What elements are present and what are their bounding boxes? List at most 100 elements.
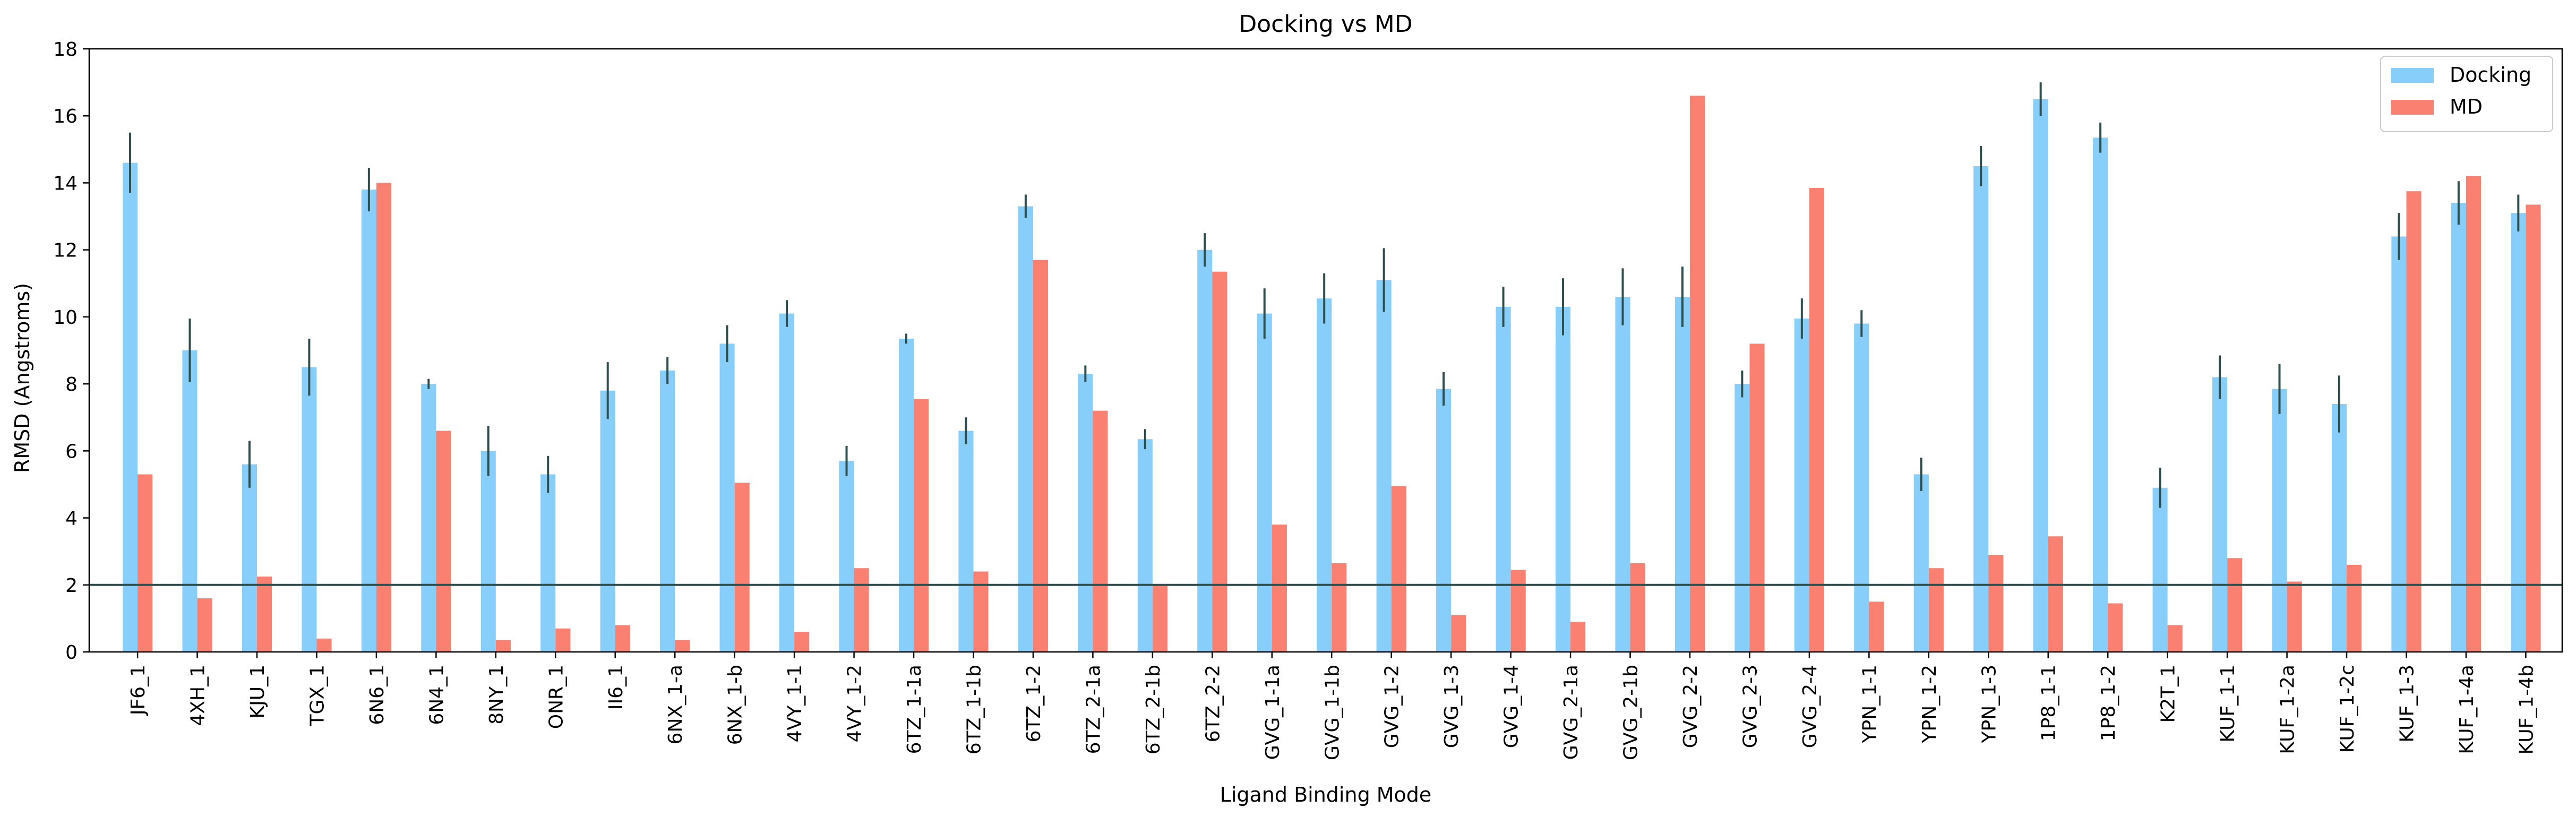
x-axis-label: Ligand Binding Mode xyxy=(1220,783,1432,806)
x-tick-label-4VY_1-1: 4VY_1-1 xyxy=(784,665,806,742)
md-bar-KUF_1-4b xyxy=(2526,204,2541,652)
docking-bar-6TZ_2-1b xyxy=(1137,439,1153,652)
y-tick-label: 2 xyxy=(65,575,78,597)
docking-bar-6N4_1 xyxy=(421,384,436,652)
x-tick-label-GVG_1-2: GVG_1-2 xyxy=(1381,665,1403,748)
md-bar-GVG_2-1b xyxy=(1630,563,1645,652)
x-tick-label-6NX_1-b: 6NX_1-b xyxy=(725,665,746,745)
docking-bar-1P8_1-2 xyxy=(2093,138,2108,652)
docking-bar-KUF_1-4a xyxy=(2451,203,2466,652)
md-bar-K2T_1 xyxy=(2167,625,2183,652)
md-bar-GVG_1-2 xyxy=(1391,486,1406,652)
x-tick-label-8NY_1: 8NY_1 xyxy=(486,665,508,725)
md-bar-1P8_1-1 xyxy=(2048,536,2063,652)
md-bar-6TZ_2-1b xyxy=(1152,585,1167,652)
md-bar-GVG_2-3 xyxy=(1749,343,1765,652)
x-tick-label-YPN_1-2: YPN_1-2 xyxy=(1919,665,1940,743)
md-bar-6TZ_1-1a xyxy=(914,399,929,652)
md-bar-6TZ_1-2 xyxy=(1033,260,1049,652)
x-tick-label-KUF_1-4a: KUF_1-4a xyxy=(2456,665,2478,754)
x-tick-label-4XH_1: 4XH_1 xyxy=(187,665,209,726)
x-tick-label-K2T_1: K2T_1 xyxy=(2158,665,2179,723)
md-bar-6TZ_2-1a xyxy=(1093,410,1108,652)
md-bar-6TZ_2-2 xyxy=(1212,271,1227,652)
legend-label-md: MD xyxy=(2450,95,2483,118)
docking-bar-4XH_1 xyxy=(182,350,198,652)
x-tick-label-GVG_1-1b: GVG_1-1b xyxy=(1321,665,1343,760)
y-tick-label: 8 xyxy=(65,374,78,396)
x-tick-label-YPN_1-1: YPN_1-1 xyxy=(1859,665,1881,743)
docking-bar-KUF_1-4b xyxy=(2511,213,2526,652)
x-tick-label-6N6_1: 6N6_1 xyxy=(366,665,388,725)
y-tick-label: 0 xyxy=(65,642,78,664)
docking-bar-II6_1 xyxy=(600,390,615,652)
docking-bar-GVG_2-3 xyxy=(1734,384,1750,652)
md-bar-KUF_1-1 xyxy=(2227,558,2243,652)
x-tick-label-JF6_1: JF6_1 xyxy=(127,665,149,716)
docking-bar-GVG_2-1b xyxy=(1615,297,1630,652)
docking-bar-8NY_1 xyxy=(480,451,496,652)
x-tick-label-GVG_2-1b: GVG_2-1b xyxy=(1620,665,1642,760)
x-tick-label-TGX_1: TGX_1 xyxy=(306,665,328,726)
docking-bar-GVG_1-1b xyxy=(1317,298,1332,652)
x-tick-label-ONR_1: ONR_1 xyxy=(545,665,567,729)
y-tick-label: 18 xyxy=(53,39,78,61)
x-tick-label-GVG_2-1a: GVG_2-1a xyxy=(1560,665,1582,760)
docking-bar-KUF_1-1 xyxy=(2212,377,2228,652)
x-tick-label-GVG_1-4: GVG_1-4 xyxy=(1501,665,1523,748)
md-bar-KUF_1-2c xyxy=(2347,564,2362,652)
docking-bar-YPN_1-2 xyxy=(1913,474,1929,652)
md-bar-KUF_1-4a xyxy=(2466,176,2481,652)
md-bar-YPN_1-1 xyxy=(1869,601,1884,652)
docking-bar-KUF_1-2a xyxy=(2272,389,2287,652)
x-tick-label-GVG_2-4: GVG_2-4 xyxy=(1799,665,1821,748)
x-tick-label-GVG_1-3: GVG_1-3 xyxy=(1441,665,1463,748)
y-tick-label: 10 xyxy=(53,307,78,329)
md-bar-TGX_1 xyxy=(316,638,332,652)
docking-bar-6NX_1-a xyxy=(660,370,675,652)
chart-title: Docking vs MD xyxy=(1239,11,1412,38)
md-bar-8NY_1 xyxy=(495,640,511,652)
md-bar-GVG_1-4 xyxy=(1510,570,1526,652)
docking-bar-4VY_1-1 xyxy=(779,313,795,652)
docking-bar-GVG_1-4 xyxy=(1496,306,1511,652)
y-tick-label: 14 xyxy=(53,173,78,194)
y-axis-label: RMSD (Angstroms) xyxy=(11,283,34,473)
plot-frame xyxy=(88,48,2563,653)
x-tick-label-6TZ_1-2: 6TZ_1-2 xyxy=(1023,665,1045,742)
docking-bar-6N6_1 xyxy=(361,190,376,652)
x-tick-label-GVG_2-2: GVG_2-2 xyxy=(1680,665,1702,748)
docking-bar-TGX_1 xyxy=(302,367,317,652)
md-bar-6NX_1-b xyxy=(734,483,750,652)
docking-bar-6TZ_2-2 xyxy=(1197,250,1213,652)
docking-bar-KUF_1-3 xyxy=(2391,236,2407,652)
x-tick-label-KUF_1-4b: KUF_1-4b xyxy=(2515,665,2537,754)
md-bar-JF6_1 xyxy=(138,474,153,652)
docking-bar-KUF_1-2c xyxy=(2331,403,2347,652)
md-bar-1P8_1-2 xyxy=(2108,603,2123,652)
docking-bar-6TZ_1-2 xyxy=(1018,206,1033,652)
docking-bar-YPN_1-3 xyxy=(1973,166,1989,652)
docking-bar-6NX_1-b xyxy=(719,343,735,652)
md-bar-6NX_1-a xyxy=(675,640,690,652)
docking-bar-GVG_1-1a xyxy=(1257,313,1272,652)
md-bar-KJU_1 xyxy=(257,577,272,652)
md-bar-GVG_2-4 xyxy=(1809,187,1825,652)
legend-swatch-docking xyxy=(2391,68,2434,83)
x-tick-label-6TZ_2-2: 6TZ_2-2 xyxy=(1202,665,1224,742)
x-tick-label-6TZ_1-1a: 6TZ_1-1a xyxy=(904,665,925,754)
md-bar-II6_1 xyxy=(615,625,630,652)
x-tick-label-KUF_1-2a: KUF_1-2a xyxy=(2277,665,2299,754)
md-bar-4VY_1-2 xyxy=(854,568,869,652)
x-tick-label-1P8_1-2: 1P8_1-2 xyxy=(2098,665,2119,741)
md-bar-GVG_1-1a xyxy=(1272,525,1287,652)
y-tick-label: 6 xyxy=(65,441,78,462)
x-tick-label-KJU_1: KJU_1 xyxy=(247,665,269,718)
md-bar-4XH_1 xyxy=(197,598,212,652)
x-tick-label-4VY_1-2: 4VY_1-2 xyxy=(844,665,866,742)
x-tick-label-YPN_1-3: YPN_1-3 xyxy=(1978,665,2000,743)
docking-bar-KJU_1 xyxy=(242,464,257,652)
x-tick-label-GVG_2-3: GVG_2-3 xyxy=(1739,665,1761,748)
